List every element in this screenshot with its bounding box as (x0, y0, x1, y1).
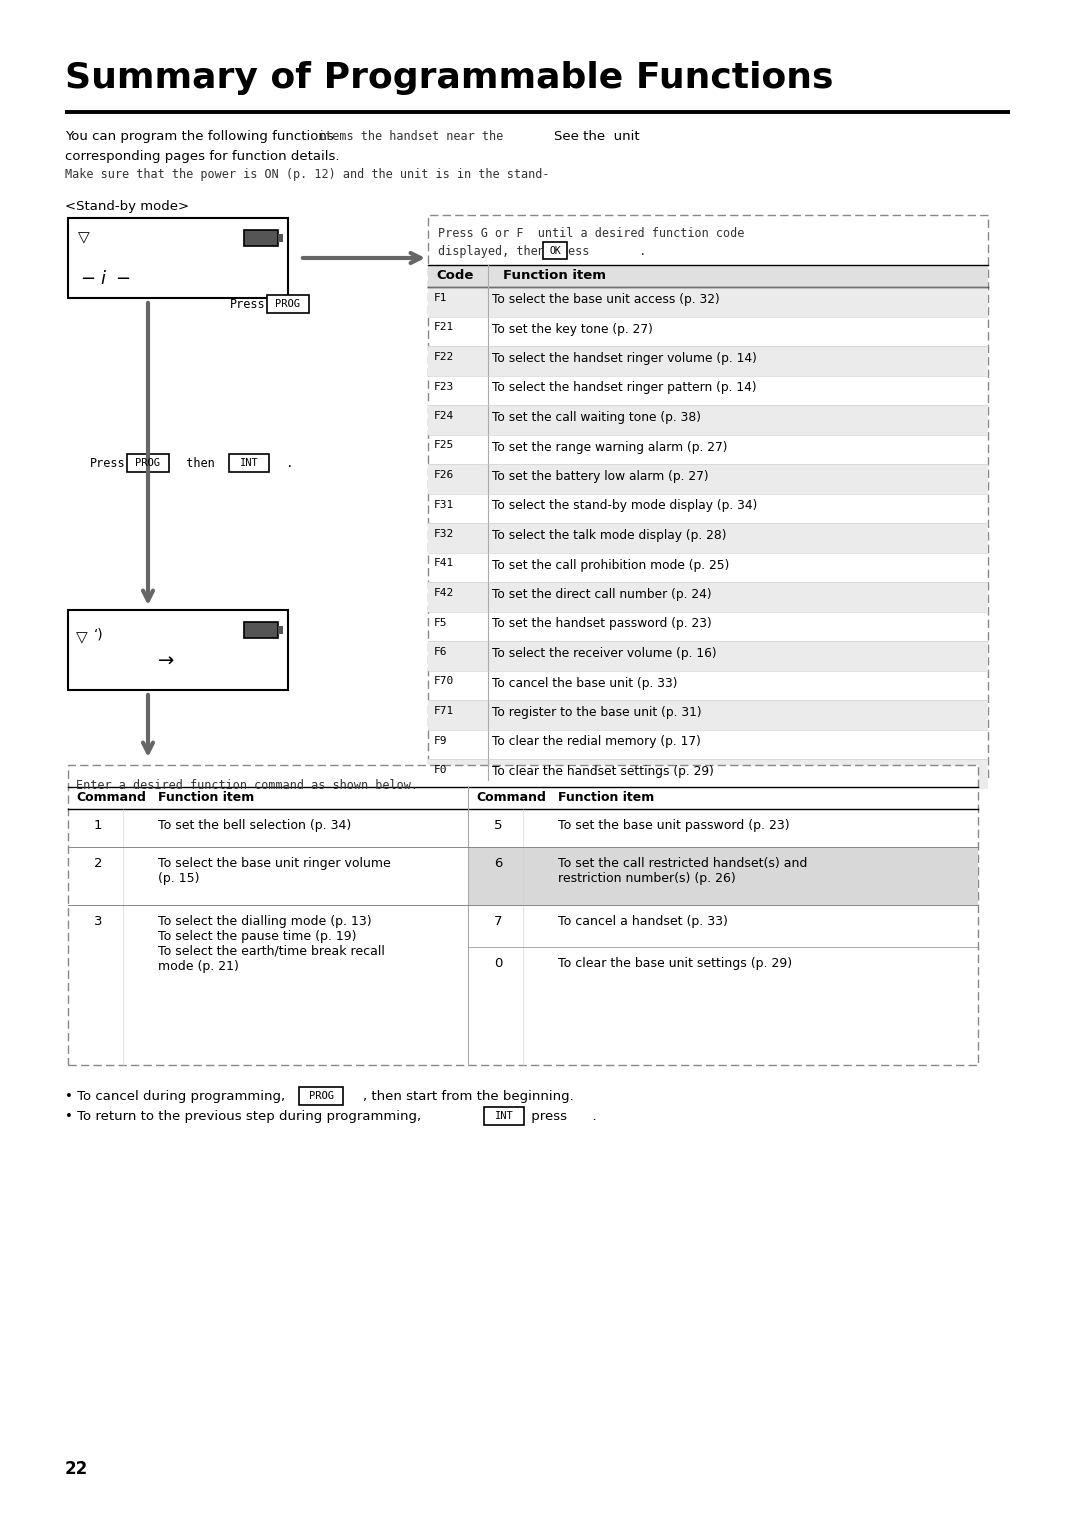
Text: To clear the handset settings (p. 29): To clear the handset settings (p. 29) (492, 766, 714, 778)
Text: F41: F41 (434, 559, 455, 568)
Text: Function item: Function item (158, 792, 254, 804)
Text: To cancel a handset (p. 33): To cancel a handset (p. 33) (558, 915, 728, 927)
Bar (428, 582, 988, 611)
Text: 6: 6 (494, 857, 502, 869)
Text: F23: F23 (434, 382, 455, 391)
Text: $-\ i\ -$: $-\ i\ -$ (80, 270, 131, 287)
Bar (428, 642, 988, 671)
Text: To select the talk mode display (p. 28): To select the talk mode display (p. 28) (492, 529, 727, 542)
Text: , then start from the beginning.: , then start from the beginning. (346, 1089, 573, 1103)
Text: F26: F26 (434, 471, 455, 480)
Text: To set the handset password (p. 23): To set the handset password (p. 23) (492, 617, 712, 631)
Text: PROG: PROG (135, 458, 161, 468)
Text: 22: 22 (65, 1459, 89, 1478)
Bar (68, 610, 288, 691)
Text: To select the receiver volume (p. 16): To select the receiver volume (p. 16) (492, 646, 717, 660)
Bar (428, 215, 988, 779)
Text: 2: 2 (94, 857, 103, 869)
Text: You can program the following functions.: You can program the following functions. (65, 130, 338, 144)
Text: <Stand-by mode>: <Stand-by mode> (65, 200, 189, 212)
Text: Function item: Function item (503, 269, 606, 283)
Text: To set the range warning alarm (p. 27): To set the range warning alarm (p. 27) (492, 440, 728, 454)
Text: F6: F6 (434, 646, 447, 657)
Text: F21: F21 (434, 322, 455, 333)
Bar (244, 231, 278, 246)
Text: ▽: ▽ (76, 630, 87, 645)
Text: To set the base unit password (p. 23): To set the base unit password (p. 23) (558, 819, 789, 833)
Text: PROG: PROG (275, 299, 300, 309)
Text: press      .: press . (527, 1109, 596, 1123)
Text: F70: F70 (434, 677, 455, 686)
Text: .: . (272, 457, 294, 471)
Text: F42: F42 (434, 588, 455, 597)
Text: To set the call waiting tone (p. 38): To set the call waiting tone (p. 38) (492, 411, 701, 423)
Bar (278, 234, 283, 241)
Text: F32: F32 (434, 529, 455, 539)
Bar (428, 264, 988, 287)
Bar (244, 622, 278, 639)
Text: 0: 0 (494, 957, 502, 970)
FancyBboxPatch shape (299, 1086, 343, 1105)
Bar (428, 287, 988, 316)
Text: Summary of Programmable Functions: Summary of Programmable Functions (65, 61, 834, 95)
FancyBboxPatch shape (229, 454, 269, 472)
Text: 7: 7 (494, 915, 502, 927)
Text: INT: INT (240, 458, 258, 468)
Text: ▽: ▽ (78, 231, 90, 244)
Text: Code: Code (436, 269, 473, 283)
Text: INT: INT (495, 1111, 513, 1122)
Text: 3: 3 (94, 915, 103, 927)
Text: F9: F9 (434, 735, 447, 746)
Text: Press: Press (90, 457, 125, 471)
Text: To set the direct call number (p. 24): To set the direct call number (p. 24) (492, 588, 712, 601)
Text: To select the base unit ringer volume
(p. 15): To select the base unit ringer volume (p… (158, 857, 391, 885)
FancyBboxPatch shape (484, 1106, 524, 1125)
Text: To set the call restricted handset(s) and
restriction number(s) (p. 26): To set the call restricted handset(s) an… (558, 857, 808, 885)
Text: Command: Command (476, 792, 545, 804)
Text: ess       .: ess . (568, 244, 646, 258)
Bar (68, 766, 978, 1065)
Text: items the handset near the: items the handset near the (318, 130, 503, 144)
Text: 5: 5 (494, 819, 502, 833)
Bar (468, 847, 978, 905)
Text: To select the handset ringer volume (p. 14): To select the handset ringer volume (p. … (492, 351, 757, 365)
Text: To register to the base unit (p. 31): To register to the base unit (p. 31) (492, 706, 702, 720)
Text: To select the handset ringer pattern (p. 14): To select the handset ringer pattern (p.… (492, 382, 757, 394)
Text: OK: OK (549, 246, 561, 255)
Bar (428, 700, 988, 729)
Text: To select the dialling mode (p. 13)
To select the pause time (p. 19)
To select t: To select the dialling mode (p. 13) To s… (158, 915, 384, 973)
Bar (428, 405, 988, 434)
Text: Press: Press (230, 298, 266, 312)
Text: Press G or F  until a desired function code: Press G or F until a desired function co… (438, 228, 744, 240)
Bar (428, 465, 988, 494)
Bar (428, 523, 988, 553)
Text: Make sure that the power is ON (p. 12) and the unit is in the stand-: Make sure that the power is ON (p. 12) a… (65, 168, 550, 180)
Text: See the  unit: See the unit (554, 130, 639, 144)
Text: PROG: PROG (309, 1091, 334, 1102)
Text: F25: F25 (434, 440, 455, 451)
Bar (428, 345, 988, 376)
Text: To set the battery low alarm (p. 27): To set the battery low alarm (p. 27) (492, 471, 708, 483)
Text: ʻ): ʻ) (94, 628, 104, 642)
Text: F71: F71 (434, 706, 455, 717)
Text: To select the base unit access (p. 32): To select the base unit access (p. 32) (492, 293, 719, 306)
Text: To set the call prohibition mode (p. 25): To set the call prohibition mode (p. 25) (492, 559, 729, 571)
Text: 1: 1 (94, 819, 103, 833)
FancyBboxPatch shape (543, 241, 567, 260)
FancyBboxPatch shape (267, 295, 309, 313)
Text: then: then (172, 457, 215, 471)
Text: F0: F0 (434, 766, 447, 775)
Text: Function item: Function item (558, 792, 654, 804)
Text: To select the stand-by mode display (p. 34): To select the stand-by mode display (p. … (492, 500, 757, 512)
Text: • To cancel during programming,: • To cancel during programming, (65, 1089, 285, 1103)
Text: To cancel the base unit (p. 33): To cancel the base unit (p. 33) (492, 677, 677, 689)
Text: Enter a desired function command as shown below.: Enter a desired function command as show… (76, 779, 418, 792)
Text: To set the key tone (p. 27): To set the key tone (p. 27) (492, 322, 653, 336)
Text: corresponding pages for function details.: corresponding pages for function details… (65, 150, 339, 163)
Text: To clear the base unit settings (p. 29): To clear the base unit settings (p. 29) (558, 957, 792, 970)
Text: F1: F1 (434, 293, 447, 303)
Text: F31: F31 (434, 500, 455, 509)
Text: • To return to the previous step during programming,: • To return to the previous step during … (65, 1109, 421, 1123)
Text: displayed, then: displayed, then (438, 244, 545, 258)
Text: To clear the redial memory (p. 17): To clear the redial memory (p. 17) (492, 735, 701, 749)
